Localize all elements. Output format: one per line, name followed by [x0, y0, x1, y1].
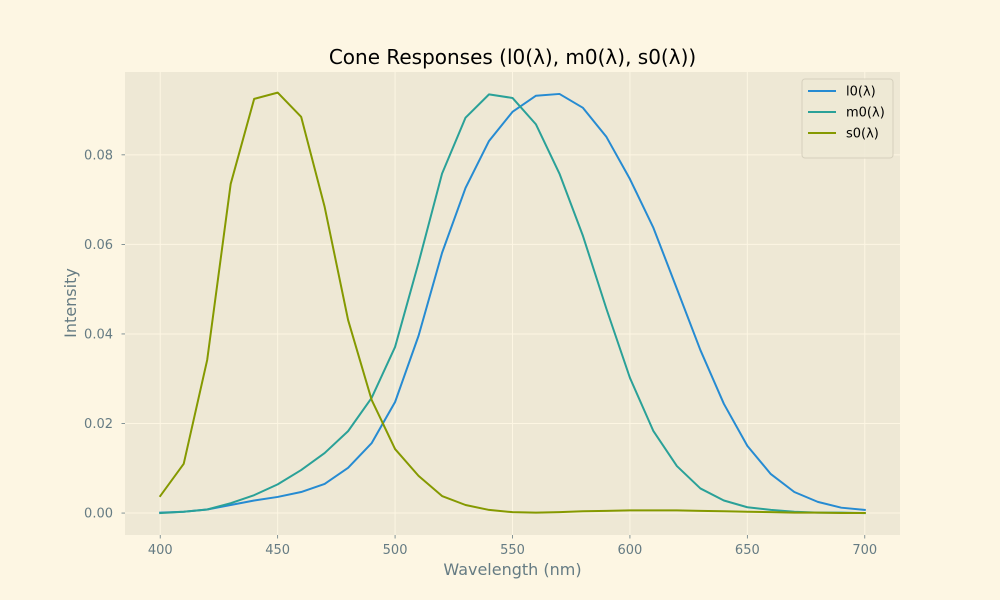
- series-line-m0: [159, 93, 866, 515]
- legend-box: [801, 78, 894, 159]
- x-tick-label: 500: [383, 543, 408, 558]
- y-tick-label: 0.04: [84, 327, 113, 342]
- x-tick-label: 650: [735, 543, 760, 558]
- chart-title: Cone Responses (l0(λ), m0(λ), s0(λ)): [329, 45, 696, 69]
- y-axis-label: Intensity: [61, 268, 80, 338]
- legend-entry: m0(λ): [808, 106, 885, 121]
- x-tick-label: 400: [148, 543, 173, 558]
- axis-ticks: 400 450 500 550 600 650 700 0.00 0.02 0.04 0.06 0.0…: [84, 148, 877, 558]
- y-tick-label: 0.08: [84, 148, 113, 163]
- legend-label: l0(λ): [846, 85, 876, 100]
- series-line-l0: [159, 92, 866, 514]
- y-tick-label: 0.06: [84, 238, 113, 253]
- series-layer: [158, 91, 866, 515]
- y-tick-label: 0.00: [84, 507, 113, 522]
- series-line-s0: [158, 91, 866, 515]
- legend: l0(λ) m0(λ) s0(λ): [801, 78, 894, 159]
- x-tick-label: 700: [852, 543, 877, 558]
- x-tick-label: 600: [618, 543, 643, 558]
- x-tick-label: 450: [265, 543, 290, 558]
- legend-label: s0(λ): [846, 127, 879, 142]
- y-tick-label: 0.02: [84, 417, 113, 432]
- x-axis-label: Wavelength (nm): [443, 560, 581, 579]
- legend-entry: s0(λ): [808, 127, 879, 142]
- legend-entry: l0(λ): [808, 85, 876, 100]
- x-tick-label: 550: [500, 543, 525, 558]
- legend-label: m0(λ): [846, 106, 885, 121]
